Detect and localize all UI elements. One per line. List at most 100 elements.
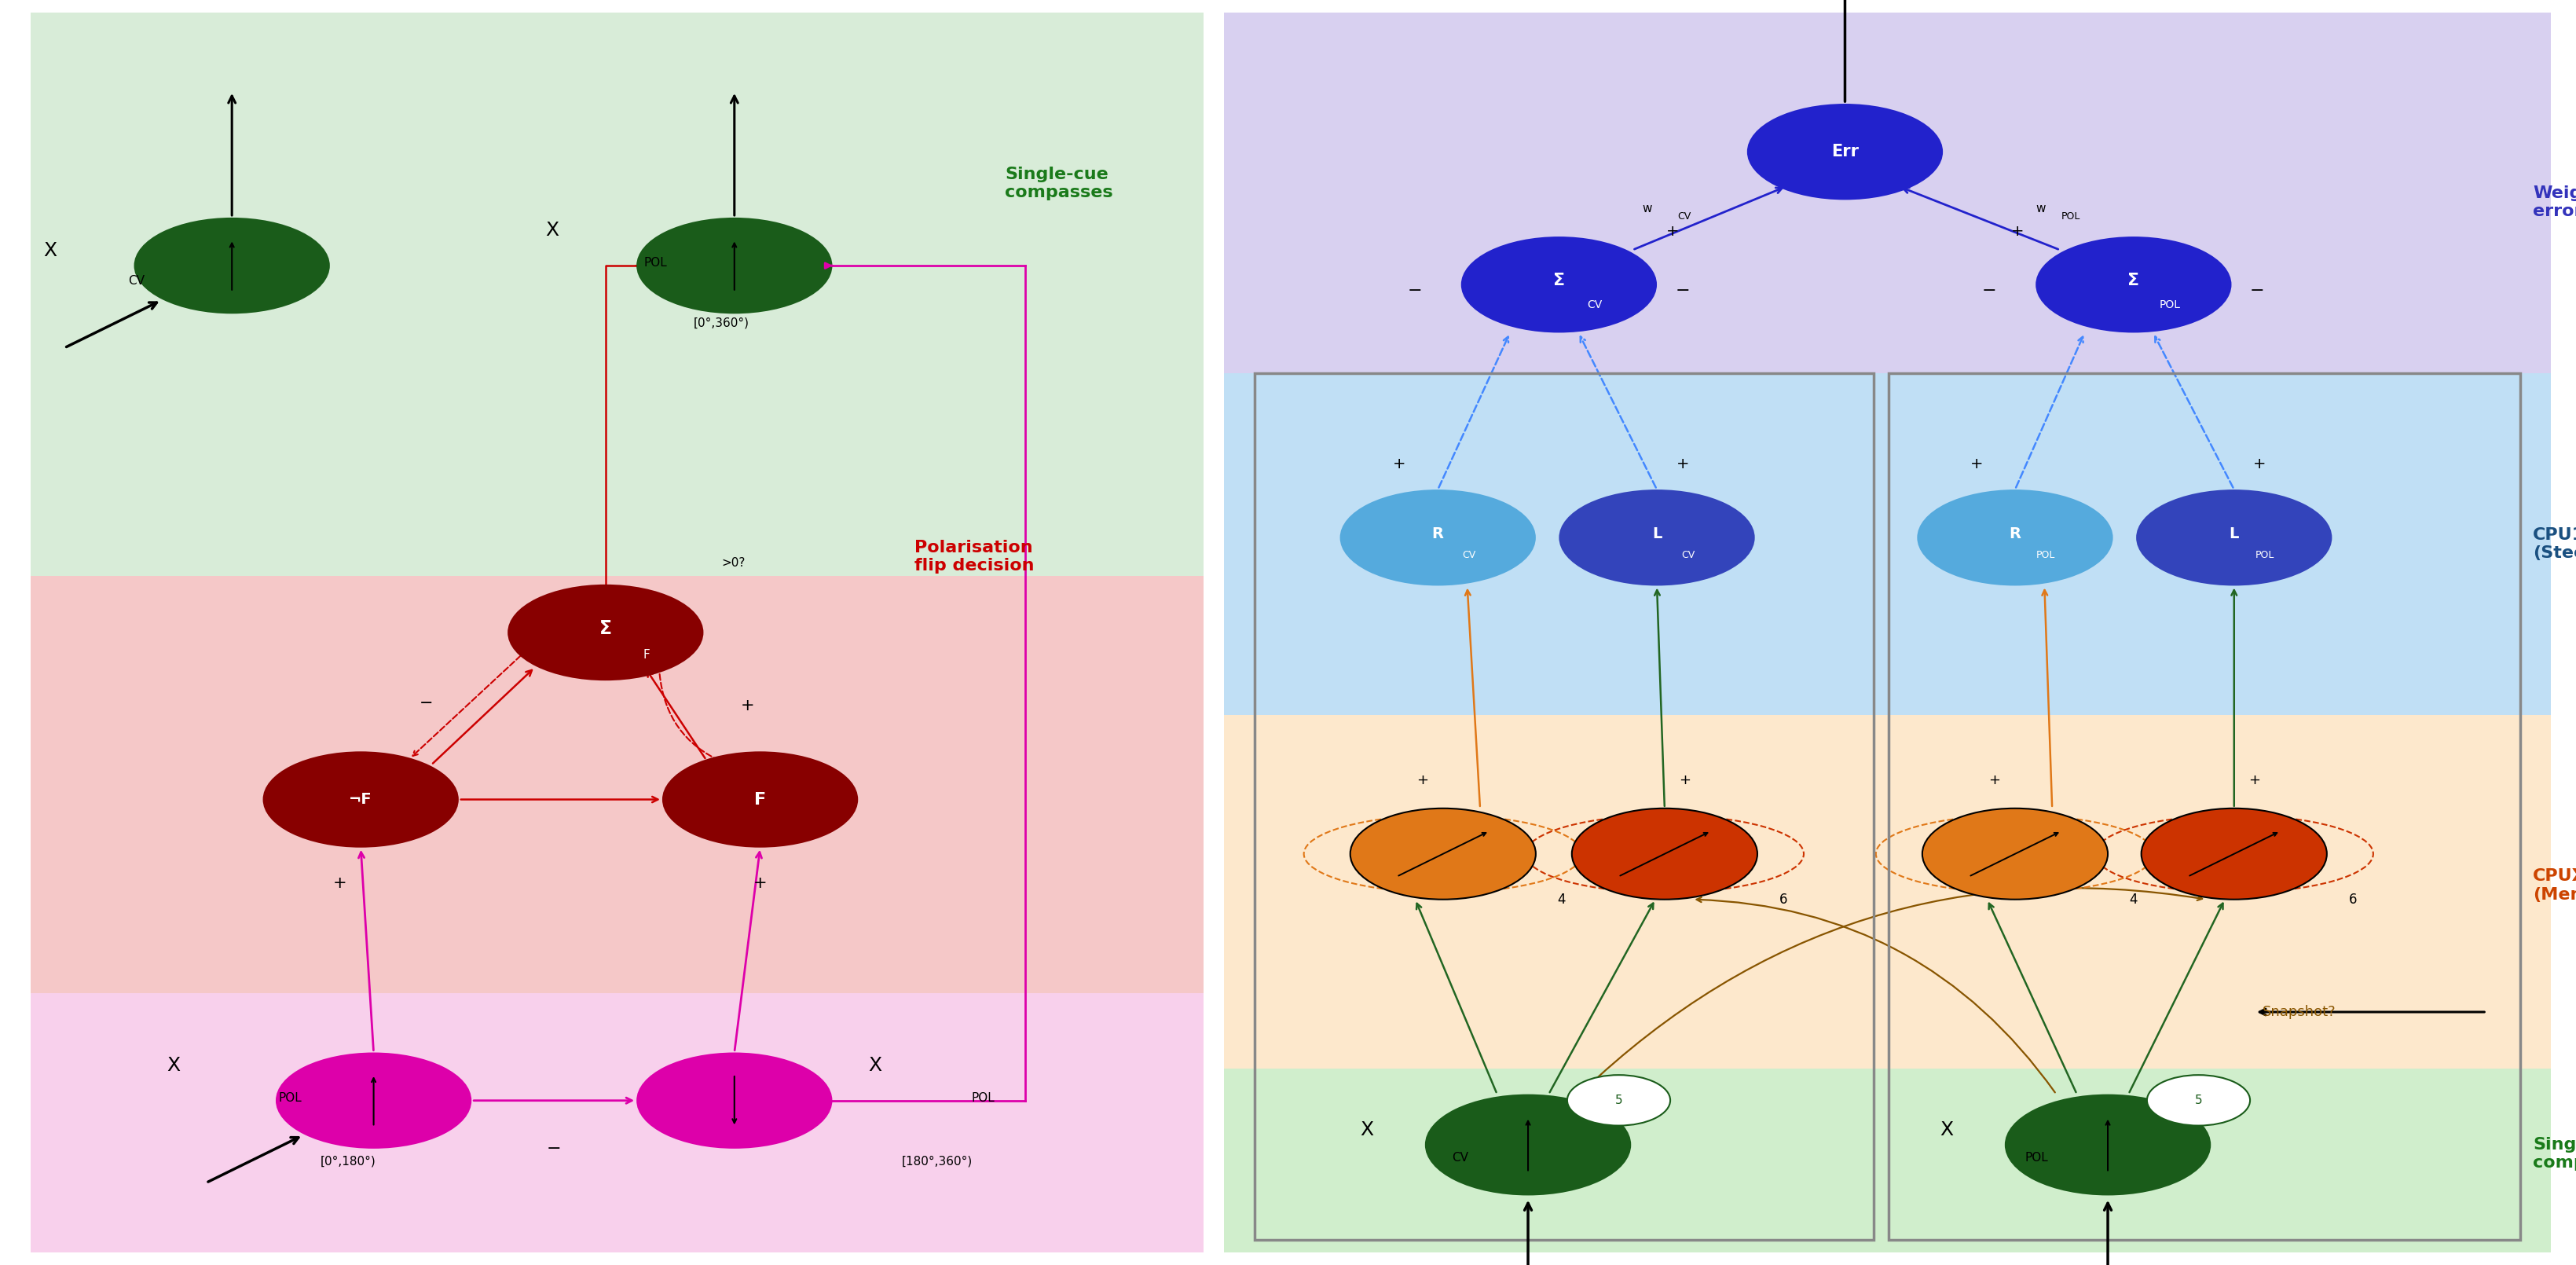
Text: Single-cue
compasses: Single-cue compasses (1005, 167, 1113, 200)
Text: R: R (2009, 526, 2020, 541)
Bar (1224, 373, 2550, 715)
Text: POL: POL (2061, 211, 2079, 221)
FancyArrowPatch shape (2043, 589, 2050, 806)
FancyArrowPatch shape (659, 674, 721, 762)
FancyArrowPatch shape (412, 655, 520, 756)
FancyArrowPatch shape (2128, 903, 2223, 1092)
FancyArrowPatch shape (1654, 589, 1664, 806)
Text: CV: CV (1587, 300, 1602, 310)
FancyArrowPatch shape (2014, 336, 2081, 487)
Text: POL: POL (2159, 300, 2179, 310)
Bar (1224, 1069, 2550, 1252)
FancyArrowPatch shape (1582, 888, 2202, 1093)
FancyArrowPatch shape (1842, 0, 1847, 101)
FancyArrowPatch shape (732, 243, 737, 290)
Text: POL: POL (278, 1092, 301, 1104)
Text: POL: POL (971, 1092, 994, 1104)
FancyArrowPatch shape (1633, 187, 1783, 249)
Text: −: − (1674, 283, 1690, 299)
Text: [0°,360°): [0°,360°) (693, 316, 750, 329)
Bar (1888, 373, 2519, 1240)
Text: POL: POL (2254, 550, 2275, 560)
FancyArrowPatch shape (1989, 903, 2076, 1092)
Bar (1224, 13, 2550, 373)
Text: −: − (546, 1141, 562, 1156)
Text: X: X (167, 1056, 180, 1074)
Circle shape (1425, 1094, 1631, 1195)
Circle shape (1922, 808, 2107, 899)
Text: +: + (2009, 224, 2025, 239)
FancyArrowPatch shape (229, 96, 234, 215)
FancyArrowPatch shape (474, 1098, 631, 1103)
Text: ¬F: ¬F (348, 792, 374, 807)
Text: CV: CV (1677, 211, 1690, 221)
Text: L: L (2228, 526, 2239, 541)
Text: +: + (2249, 773, 2259, 788)
Text: +: + (1664, 224, 1680, 239)
Text: −: − (2249, 283, 2264, 299)
Circle shape (1461, 237, 1656, 333)
FancyArrowPatch shape (1417, 903, 1497, 1092)
Circle shape (1350, 808, 1535, 899)
Text: −: − (420, 696, 433, 711)
Text: Σ: Σ (600, 620, 611, 638)
Bar (1255, 373, 1873, 1240)
FancyArrowPatch shape (1437, 336, 1507, 487)
FancyArrowPatch shape (2105, 1203, 2110, 1265)
Text: X: X (868, 1056, 881, 1074)
FancyArrowPatch shape (461, 797, 657, 802)
Text: 4: 4 (1556, 892, 1566, 907)
Text: +: + (1417, 773, 1427, 788)
FancyArrowPatch shape (371, 1078, 376, 1125)
Text: [0°,180°): [0°,180°) (319, 1155, 376, 1168)
Text: L: L (1651, 526, 1662, 541)
FancyArrowPatch shape (2154, 336, 2233, 487)
Circle shape (2035, 237, 2231, 333)
Circle shape (1558, 490, 1754, 586)
Text: +: + (1391, 457, 1406, 472)
Text: 6: 6 (2347, 892, 2357, 907)
Text: +: + (739, 698, 755, 713)
Text: X: X (44, 242, 57, 259)
FancyArrowPatch shape (2231, 589, 2236, 806)
Circle shape (2136, 490, 2331, 586)
FancyArrowPatch shape (433, 670, 531, 763)
FancyArrowPatch shape (2105, 1121, 2110, 1170)
Text: CPU1
(Steering): CPU1 (Steering) (2532, 528, 2576, 560)
FancyArrowPatch shape (358, 853, 374, 1050)
Text: w: w (2035, 202, 2045, 215)
Text: Single-cue
compasses: Single-cue compasses (2532, 1137, 2576, 1170)
FancyArrowPatch shape (1466, 589, 1479, 806)
Text: +: + (752, 875, 768, 891)
FancyArrowPatch shape (1904, 187, 2058, 249)
Text: >0?: >0? (721, 557, 744, 569)
Text: +: + (1989, 773, 1999, 788)
Circle shape (662, 751, 858, 848)
Circle shape (1917, 490, 2112, 586)
Circle shape (636, 1052, 832, 1149)
Text: Σ: Σ (1553, 273, 1564, 288)
Circle shape (2004, 1094, 2210, 1195)
Text: CV: CV (1461, 550, 1476, 560)
Circle shape (1571, 808, 1757, 899)
Text: Weighted
error: Weighted error (2532, 186, 2576, 219)
Circle shape (2141, 808, 2326, 899)
FancyArrowPatch shape (2190, 832, 2277, 875)
Text: CPUX
(Memory): CPUX (Memory) (2532, 869, 2576, 902)
Circle shape (134, 218, 330, 314)
Circle shape (636, 218, 832, 314)
Text: POL: POL (2035, 550, 2056, 560)
Text: +: + (1968, 457, 1984, 472)
FancyArrowPatch shape (209, 1137, 299, 1182)
FancyArrowPatch shape (2259, 1009, 2483, 1015)
Text: −: − (1406, 283, 1422, 299)
Circle shape (276, 1052, 471, 1149)
Text: Polarisation
flip decision: Polarisation flip decision (914, 540, 1033, 573)
Circle shape (1566, 1075, 1669, 1126)
Text: POL: POL (644, 257, 667, 269)
Text: CV: CV (1453, 1151, 1468, 1164)
FancyArrowPatch shape (1695, 897, 2056, 1093)
Circle shape (507, 584, 703, 681)
Text: +: + (1674, 457, 1690, 472)
Text: +: + (1680, 773, 1690, 788)
